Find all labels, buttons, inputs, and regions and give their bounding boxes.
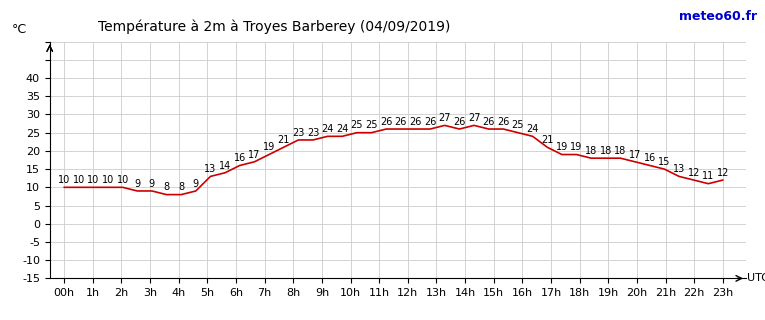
Text: 26: 26: [380, 117, 392, 127]
Text: 15: 15: [658, 157, 671, 167]
Text: °C: °C: [11, 23, 27, 36]
Text: 25: 25: [366, 121, 378, 131]
Text: 26: 26: [395, 117, 407, 127]
Text: 23: 23: [292, 128, 304, 138]
Text: 13: 13: [204, 164, 216, 174]
Text: 17: 17: [629, 150, 641, 160]
Text: 10: 10: [87, 175, 99, 185]
Text: 19: 19: [263, 142, 275, 152]
Text: 24: 24: [336, 124, 348, 134]
Text: 12: 12: [688, 168, 700, 178]
Text: 26: 26: [409, 117, 422, 127]
Text: 17: 17: [248, 150, 261, 160]
Text: 12: 12: [717, 168, 729, 178]
Text: 18: 18: [614, 146, 627, 156]
Text: 16: 16: [233, 153, 246, 163]
Text: 8: 8: [164, 182, 170, 192]
Text: 26: 26: [483, 117, 495, 127]
Text: UTC: UTC: [747, 273, 765, 284]
Text: 10: 10: [73, 175, 85, 185]
Text: 16: 16: [643, 153, 656, 163]
Text: 27: 27: [438, 113, 451, 123]
Text: 26: 26: [497, 117, 509, 127]
Text: meteo60.fr: meteo60.fr: [679, 10, 757, 23]
Text: 25: 25: [350, 121, 363, 131]
Text: 14: 14: [219, 161, 231, 171]
Text: 24: 24: [526, 124, 539, 134]
Text: 13: 13: [673, 164, 685, 174]
Text: 9: 9: [193, 179, 199, 189]
Text: 18: 18: [585, 146, 597, 156]
Text: 26: 26: [424, 117, 436, 127]
Text: 18: 18: [600, 146, 612, 156]
Text: 25: 25: [512, 121, 524, 131]
Text: 24: 24: [321, 124, 334, 134]
Text: 23: 23: [307, 128, 319, 138]
Text: 10: 10: [102, 175, 114, 185]
Text: 21: 21: [541, 135, 553, 145]
Text: 8: 8: [178, 182, 184, 192]
Text: 26: 26: [453, 117, 466, 127]
Text: 11: 11: [702, 172, 715, 181]
Text: 9: 9: [134, 179, 140, 189]
Text: 19: 19: [571, 142, 583, 152]
Text: 10: 10: [116, 175, 129, 185]
Text: Température à 2m à Troyes Barberey (04/09/2019): Température à 2m à Troyes Barberey (04/0…: [99, 20, 451, 34]
Text: 19: 19: [555, 142, 568, 152]
Text: 10: 10: [58, 175, 70, 185]
Text: 21: 21: [278, 135, 290, 145]
Text: 27: 27: [467, 113, 480, 123]
Text: 9: 9: [149, 179, 155, 189]
